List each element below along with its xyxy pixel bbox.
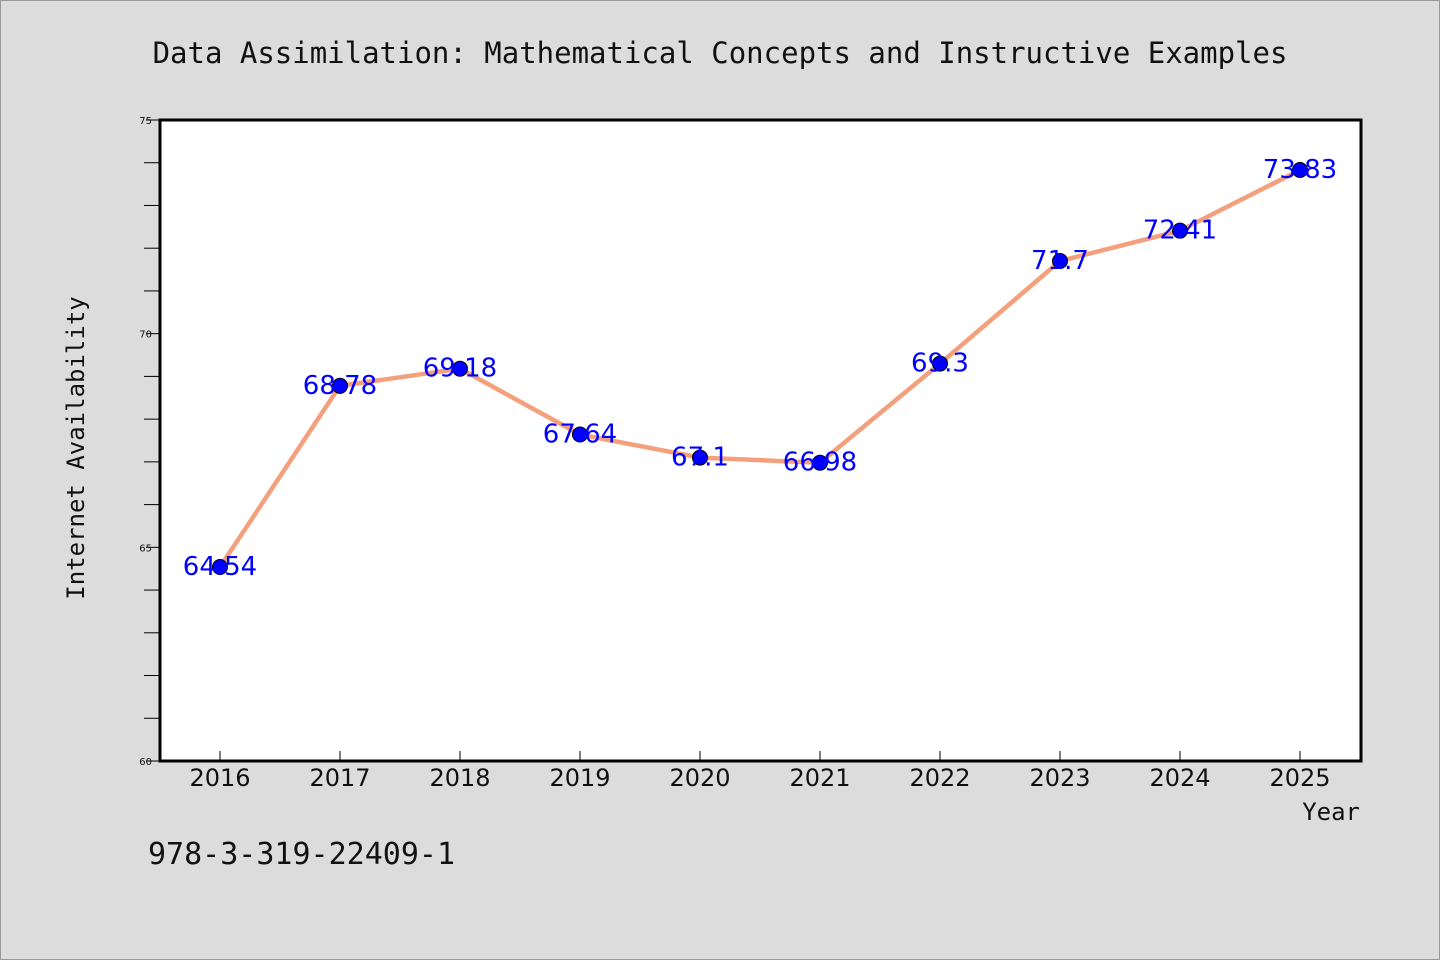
series-group: 64.54 68.78 69.18 67.64 67.1 66.98 69.3 71.7 72.… [183,155,1337,582]
data-label: 73.83 [1263,155,1337,185]
x-tick-label: 2017 [309,764,370,792]
x-tick-label: 2022 [909,764,970,792]
y-tick-label: 70 [139,330,152,341]
x-tick-label: 2020 [669,764,730,792]
data-point [1292,161,1308,178]
data-label: 66.98 [783,448,857,478]
data-point [692,449,708,466]
data-point [452,360,468,377]
plot-area [158,118,1363,763]
data-label: 64.54 [183,552,257,582]
series-line [217,167,1303,570]
x-tick-label: 2016 [189,764,250,792]
data-label: 69.3 [911,349,969,379]
x-tick-label: 2019 [549,764,610,792]
x-tick-label: 2025 [1269,764,1330,792]
x-tick-label: 2023 [1029,764,1090,792]
data-label: 67.64 [543,420,617,450]
data-label: 67.1 [671,443,729,473]
data-label: 69.18 [423,354,497,384]
x-axis-label: Year [1302,798,1360,826]
x-tick-label: 2021 [789,764,850,792]
y-tick-label: 75 [139,116,152,127]
y-axis: 60 65 70 75 [139,116,160,768]
data-point [572,426,588,443]
y-axis-label: Internet Availability [62,296,90,599]
data-label: 68.78 [303,371,377,401]
data-point [1052,253,1068,270]
chart-title: Data Assimilation: Mathematical Concepts… [153,36,1288,70]
y-tick-label: 60 [139,757,152,768]
isbn-footnote: 978-3-319-22409-1 [148,837,455,872]
data-label: 71.7 [1031,246,1089,276]
data-point [812,454,828,471]
data-label: 72.41 [1143,216,1217,246]
data-point [332,377,348,394]
x-tick-label: 2018 [429,764,490,792]
data-point [932,355,948,372]
x-axis: 2016 2017 2018 2019 2020 2021 2022 2023 2024 2025 [189,751,1331,792]
data-point [1172,222,1188,239]
data-point [212,558,228,575]
y-tick-label: 65 [139,543,152,554]
x-tick-label: 2024 [1149,764,1210,792]
